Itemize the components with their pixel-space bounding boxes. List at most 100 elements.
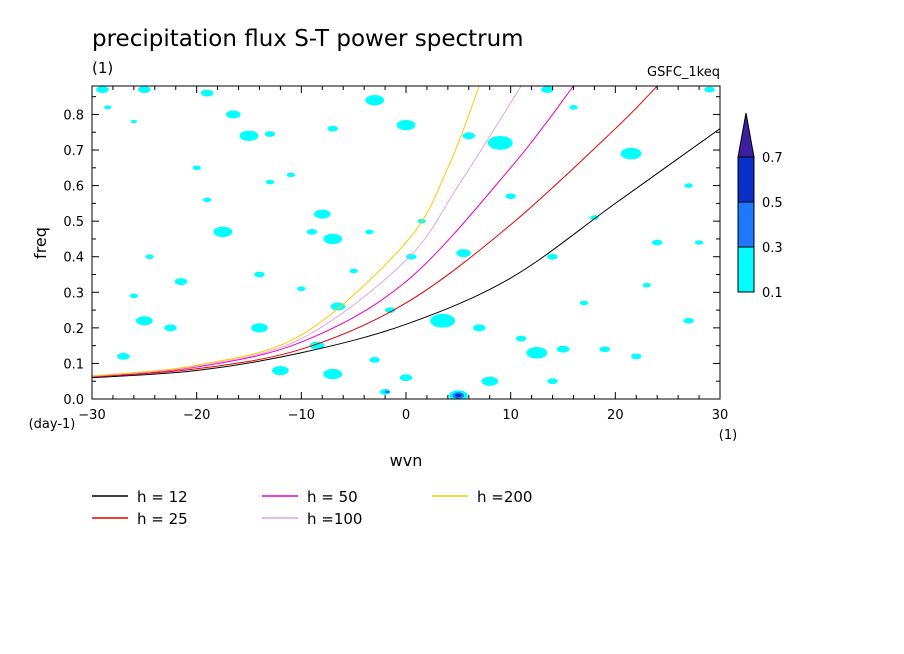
contour-blob	[254, 271, 265, 278]
contour-blob	[349, 268, 358, 274]
contour-blob	[683, 317, 694, 324]
y-tick-label: 0.2	[63, 322, 84, 337]
contour-blob	[323, 233, 343, 245]
dispersion-curve-h200	[92, 86, 480, 377]
x-tick-label: 20	[607, 408, 624, 423]
contour-blob	[384, 390, 390, 394]
colorbar-label: 0.3	[762, 241, 783, 256]
contour-blob	[399, 374, 413, 382]
colorbar-box	[737, 201, 755, 248]
contour-blob	[456, 249, 471, 258]
contour-blob	[369, 356, 380, 363]
contour-blob	[286, 172, 296, 178]
contour-blob	[104, 105, 112, 110]
contour-blob	[174, 278, 188, 286]
contour-blob	[145, 254, 154, 260]
contour-blob	[272, 365, 289, 376]
colorbar-label: 0.5	[762, 196, 783, 211]
contour-blob	[265, 179, 275, 185]
dispersion-curve-h50	[92, 86, 574, 378]
contour-blob	[684, 183, 693, 188]
colorbar-label: 0.7	[762, 151, 783, 166]
dispersion-curves	[92, 86, 720, 379]
colorbar-box	[737, 246, 755, 293]
contour-blob	[365, 229, 374, 235]
contour-blob	[297, 286, 306, 292]
dispersion-curve-h25	[92, 86, 658, 378]
contour-blob	[505, 193, 516, 200]
y-tick-label: 0.7	[63, 144, 84, 159]
dispersion-curve-h100	[92, 86, 522, 377]
contour-blob	[200, 89, 214, 97]
contour-blob	[192, 165, 201, 171]
contour-blob	[694, 240, 704, 245]
y-tick-label: 0.3	[63, 286, 84, 301]
contour-blob	[130, 119, 138, 124]
contour-blob	[462, 132, 476, 140]
y-tick-label: 0.6	[63, 180, 84, 195]
x-axis: −30 −20 −10 0 10 20 30	[78, 86, 728, 423]
contour-blob	[515, 335, 527, 342]
y-axis-label: freq	[31, 227, 50, 259]
contour-blob	[620, 147, 642, 160]
legend-label: h = 25	[137, 510, 188, 528]
contour-blob	[264, 131, 276, 137]
contour-blob	[313, 209, 331, 219]
x-axis-label: wvn	[390, 451, 423, 470]
contour-blob	[117, 352, 130, 360]
y-tick-label: 0.4	[63, 251, 84, 266]
contour-blob	[569, 105, 578, 110]
x-tick-label: −10	[288, 408, 315, 423]
contour-blob	[430, 313, 456, 328]
contour-blob	[251, 323, 268, 333]
contour-blob	[547, 253, 558, 260]
contour-blob	[164, 324, 177, 332]
y-tick-label: 0.5	[63, 215, 84, 230]
colorbar-arrow	[737, 112, 755, 158]
contour-blob	[385, 307, 396, 313]
contour-blob	[590, 215, 599, 220]
contour-blob	[323, 368, 343, 380]
x-tick-label: 30	[712, 408, 729, 423]
contour-blob	[225, 110, 241, 119]
y-tick-label: 0.1	[63, 357, 84, 372]
y-axis: 0.0 0.1 0.2 0.3 0.4 0.5 0.6 0.7 0.8	[63, 96, 720, 408]
contour-blob	[651, 239, 663, 246]
legend-label: h = 50	[307, 488, 358, 506]
contour-blob	[213, 226, 233, 238]
contour-blob	[631, 353, 642, 360]
contour-blob	[135, 316, 153, 326]
x-tick-label: −30	[78, 408, 105, 423]
contour-blob	[556, 345, 570, 353]
contour-blob	[365, 95, 385, 106]
colorbar-label: 0.1	[762, 286, 783, 301]
contour-blob	[472, 324, 486, 332]
contour-blob	[327, 125, 338, 132]
contour-blob	[579, 300, 589, 306]
legend-label: h = 12	[137, 488, 188, 506]
contour-blob	[129, 293, 139, 299]
y-tick-label: 0.0	[63, 393, 84, 408]
chart-title: precipitation flux S-T power spectrum	[92, 26, 524, 52]
contour-blob	[330, 302, 346, 311]
contour-blob	[487, 136, 513, 150]
contour-blob	[202, 197, 212, 203]
contour-blob	[547, 378, 558, 385]
colorbar: 0.1 0.3 0.5 0.7	[737, 112, 783, 301]
y-tick-label: 0.8	[63, 108, 84, 123]
dispersion-curve-h12	[92, 128, 720, 379]
contour-blob	[455, 393, 462, 398]
contour-blob	[481, 376, 499, 386]
contour-blob	[138, 86, 151, 94]
legend-label: h =200	[477, 488, 532, 506]
x-tick-label: −20	[183, 408, 210, 423]
x-tick-label: 10	[502, 408, 519, 423]
contour-blob	[309, 341, 325, 350]
legend: h = 12 h = 25 h = 50 h =100 h =200	[92, 488, 532, 528]
y-unit-label: (day-1)	[29, 417, 76, 432]
x-unit-label: (1)	[719, 428, 737, 443]
contour-blob	[599, 346, 611, 353]
contour-blob	[306, 228, 318, 235]
contour-blob	[704, 86, 715, 93]
